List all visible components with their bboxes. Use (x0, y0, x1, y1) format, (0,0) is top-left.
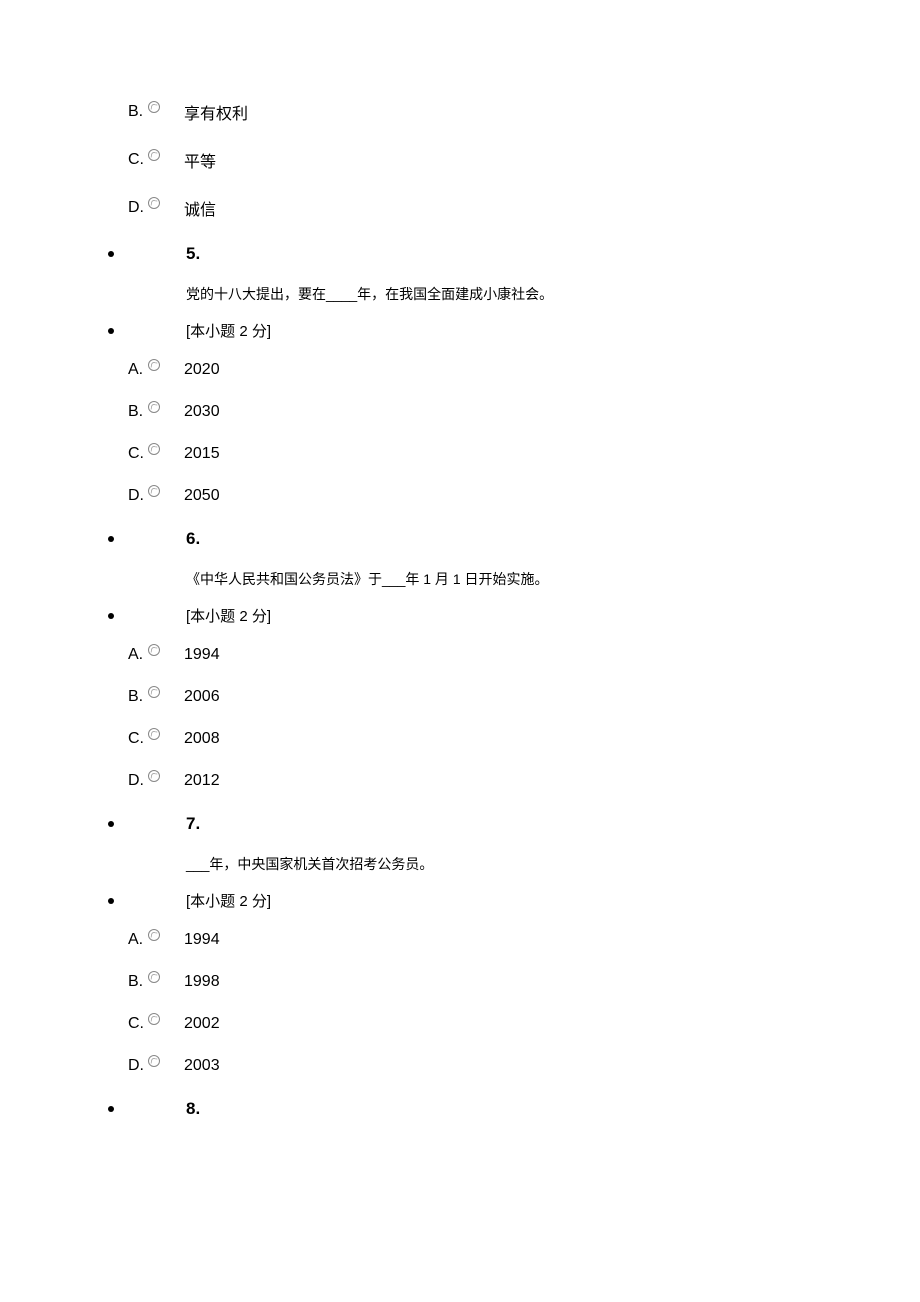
bullet-icon (108, 821, 114, 827)
radio-icon (148, 929, 160, 941)
option-letter: B. (128, 103, 146, 121)
bullet-icon (108, 251, 114, 257)
option-letter: C. (128, 151, 146, 169)
option-letter: A. (128, 361, 146, 379)
option-row: A. 1994 (0, 931, 920, 949)
radio-icon (148, 197, 160, 209)
radio-icon (148, 401, 160, 413)
radio-button[interactable] (148, 484, 160, 501)
option-letter: D. (128, 772, 146, 790)
option-row: B. 2030 (0, 403, 920, 421)
radio-icon (148, 644, 160, 656)
option-row: A. 1994 (0, 646, 920, 664)
bullet-icon (108, 1106, 114, 1112)
radio-button[interactable] (148, 358, 160, 375)
option-text: 2006 (184, 688, 220, 706)
bullet-icon (108, 898, 114, 904)
radio-button[interactable] (148, 400, 160, 417)
question-number-row: 5. (0, 244, 920, 264)
radio-button[interactable] (148, 685, 160, 702)
radio-button[interactable] (148, 196, 160, 213)
option-text: 诚信 (184, 196, 216, 220)
option-row: D. 2003 (0, 1057, 920, 1075)
option-text: 2030 (184, 403, 220, 421)
radio-icon (148, 1013, 160, 1025)
option-text: 1994 (184, 646, 220, 664)
option-text: 平等 (184, 148, 216, 172)
radio-icon (148, 443, 160, 455)
question-stem: 党的十八大提出，要在____年，在我国全面建成小康社会。 (0, 284, 920, 304)
option-row: C. 2008 (0, 730, 920, 748)
option-text: 2012 (184, 772, 220, 790)
option-letter: C. (128, 730, 146, 748)
radio-button[interactable] (148, 769, 160, 786)
radio-icon (148, 1055, 160, 1067)
radio-button[interactable] (148, 727, 160, 744)
radio-icon (148, 485, 160, 497)
radio-icon (148, 359, 160, 371)
option-letter: B. (128, 973, 146, 991)
option-letter: B. (128, 403, 146, 421)
question-points-row: [本小题 2 分] (0, 605, 920, 626)
bullet-icon (108, 613, 114, 619)
radio-button[interactable] (148, 1054, 160, 1071)
bullet-icon (108, 328, 114, 334)
option-letter: D. (128, 487, 146, 505)
question-number-row: 7. (0, 814, 920, 834)
option-text: 享有权利 (184, 100, 248, 124)
radio-button[interactable] (148, 100, 160, 117)
question-number-row: 6. (0, 529, 920, 549)
radio-button[interactable] (148, 1012, 160, 1029)
option-text: 2015 (184, 445, 220, 463)
radio-icon (148, 101, 160, 113)
option-letter: C. (128, 1015, 146, 1033)
option-letter: B. (128, 688, 146, 706)
question-number: 8. (186, 1099, 200, 1119)
option-text: 1994 (184, 931, 220, 949)
option-letter: A. (128, 646, 146, 664)
question-points: [本小题 2 分] (186, 890, 271, 911)
radio-button[interactable] (148, 643, 160, 660)
question-stem: ___年，中央国家机关首次招考公务员。 (0, 854, 920, 874)
radio-icon (148, 686, 160, 698)
option-letter: D. (128, 199, 146, 217)
option-row: D. 2012 (0, 772, 920, 790)
radio-button[interactable] (148, 148, 160, 165)
option-row: D. 诚信 (0, 196, 920, 220)
option-row: C. 平等 (0, 148, 920, 172)
radio-button[interactable] (148, 970, 160, 987)
bullet-icon (108, 536, 114, 542)
question-number: 7. (186, 814, 200, 834)
option-text: 2003 (184, 1057, 220, 1075)
question-points-row: [本小题 2 分] (0, 320, 920, 341)
option-letter: A. (128, 931, 146, 949)
radio-button[interactable] (148, 442, 160, 459)
option-text: 2050 (184, 487, 220, 505)
question-points: [本小题 2 分] (186, 320, 271, 341)
option-row: B. 享有权利 (0, 100, 920, 124)
option-row: C. 2015 (0, 445, 920, 463)
question-stem: 《中华人民共和国公务员法》于___年 1 月 1 日开始实施。 (0, 569, 920, 589)
option-text: 2020 (184, 361, 220, 379)
radio-icon (148, 149, 160, 161)
radio-icon (148, 770, 160, 782)
question-points-row: [本小题 2 分] (0, 890, 920, 911)
option-letter: C. (128, 445, 146, 463)
question-points: [本小题 2 分] (186, 605, 271, 626)
option-row: B. 2006 (0, 688, 920, 706)
radio-icon (148, 971, 160, 983)
option-row: A. 2020 (0, 361, 920, 379)
option-text: 1998 (184, 973, 220, 991)
radio-icon (148, 728, 160, 740)
option-text: 2002 (184, 1015, 220, 1033)
option-row: C. 2002 (0, 1015, 920, 1033)
question-number: 5. (186, 244, 200, 264)
radio-button[interactable] (148, 928, 160, 945)
option-row: D. 2050 (0, 487, 920, 505)
option-letter: D. (128, 1057, 146, 1075)
option-row: B. 1998 (0, 973, 920, 991)
question-number: 6. (186, 529, 200, 549)
option-text: 2008 (184, 730, 220, 748)
question-number-row: 8. (0, 1099, 920, 1119)
